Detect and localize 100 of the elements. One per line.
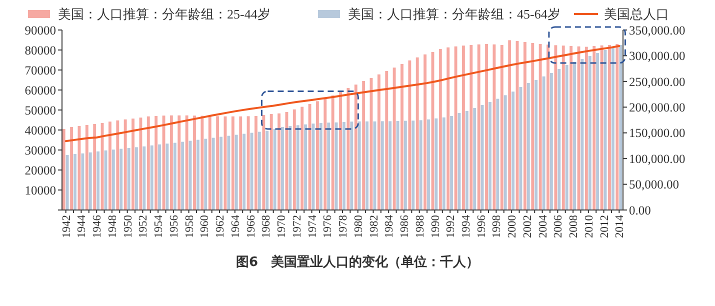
bar — [216, 116, 220, 210]
bar — [358, 121, 361, 210]
bar — [373, 121, 376, 210]
bar — [266, 130, 269, 210]
bar — [181, 142, 184, 210]
x-tick-label: 1994 — [460, 214, 472, 238]
bar — [450, 116, 454, 210]
x-tick-label: 1992 — [445, 214, 458, 238]
bar — [285, 112, 288, 210]
x-tick-label: 1944 — [76, 214, 88, 238]
x-tick-label: 1954 — [153, 214, 166, 238]
bar — [158, 144, 161, 210]
bar — [146, 116, 150, 210]
x-tick-label: 1960 — [199, 214, 212, 238]
bar — [319, 123, 322, 210]
bar — [485, 44, 488, 210]
bar — [377, 74, 380, 210]
bar — [231, 116, 234, 210]
bar — [70, 127, 74, 210]
bar — [538, 44, 542, 210]
bar — [234, 134, 238, 210]
bar — [292, 109, 296, 210]
x-tick-label: 2010 — [583, 214, 596, 238]
x-tick-label: 1956 — [168, 214, 180, 238]
bar — [531, 43, 534, 210]
bar — [246, 116, 250, 210]
bar — [173, 142, 176, 210]
x-tick-label: 2006 — [552, 214, 565, 238]
x-tick-label: 1948 — [106, 214, 119, 238]
x-tick-label: 1976 — [322, 214, 334, 238]
legend-label: 美国：人口推算：分年龄组：45-64岁 — [348, 6, 560, 22]
x-tick-label: 1996 — [476, 214, 488, 238]
x-tick-label: 2000 — [506, 214, 519, 238]
bar — [488, 102, 492, 210]
bar — [66, 155, 69, 210]
bar — [242, 134, 246, 210]
bar — [588, 56, 592, 210]
bar — [350, 122, 354, 210]
bar — [500, 45, 504, 210]
y2-tick-label: 50,000.00 — [629, 178, 679, 192]
legend-label: 美国：人口推算：分年龄组：25-44岁 — [58, 6, 270, 22]
bar — [120, 148, 123, 210]
bar — [546, 44, 550, 210]
y-tick-label: 50000 — [24, 103, 56, 118]
bar — [366, 121, 368, 210]
x-tick-label: 1968 — [260, 214, 273, 238]
bar — [334, 122, 338, 210]
bar — [454, 46, 458, 210]
bar — [81, 153, 84, 210]
text: 图6 美国置业人口的变化（单位：千人） — [236, 254, 480, 270]
bar — [573, 62, 576, 210]
y-tick-label: 60000 — [24, 83, 56, 98]
bar — [339, 92, 342, 210]
x-tick-label: 2014 — [614, 214, 626, 238]
bar — [611, 47, 614, 210]
bar — [74, 154, 76, 210]
x-tick-label: 2004 — [537, 214, 550, 238]
legend-label: 美国总人口 — [604, 6, 669, 22]
x-tick-label: 1946 — [92, 214, 104, 238]
bar — [596, 53, 600, 210]
bar — [462, 46, 465, 210]
bar — [534, 80, 538, 210]
bar — [88, 152, 92, 210]
bar — [220, 136, 222, 210]
bar — [154, 116, 158, 210]
bar — [327, 122, 330, 210]
bar — [526, 83, 530, 210]
y-tick-label: 90000 — [24, 23, 56, 38]
x-tick-label: 1970 — [276, 214, 288, 238]
y2-tick-label: 350,000.00 — [629, 23, 686, 38]
x-tick-label: 1942 — [60, 214, 73, 238]
bar — [166, 144, 169, 210]
x-tick-label: 1974 — [306, 214, 319, 238]
bar — [278, 113, 280, 210]
bar — [254, 116, 258, 210]
bar — [150, 145, 154, 210]
y-tick-label: 30000 — [24, 143, 56, 158]
x-tick-label: 1982 — [368, 214, 380, 238]
bar — [508, 40, 512, 210]
y-tick-label: 40000 — [24, 123, 56, 138]
bar — [565, 65, 568, 210]
x-tick-label: 1952 — [138, 214, 150, 238]
bar — [331, 95, 334, 210]
bar — [465, 111, 468, 210]
bar — [258, 132, 261, 210]
bar — [239, 116, 242, 210]
bar — [412, 120, 415, 210]
bar — [470, 45, 473, 210]
x-tick-label: 1964 — [230, 214, 242, 238]
x-tick-label: 1988 — [414, 214, 426, 238]
bar — [570, 46, 573, 210]
x-tick-label: 1962 — [214, 214, 227, 238]
bar — [304, 124, 308, 210]
bar — [380, 121, 384, 210]
bar — [584, 46, 588, 210]
bar — [388, 121, 392, 210]
y-tick-label: 70000 — [24, 63, 56, 78]
bar — [185, 115, 188, 210]
bar — [385, 71, 388, 210]
bar — [132, 118, 134, 210]
